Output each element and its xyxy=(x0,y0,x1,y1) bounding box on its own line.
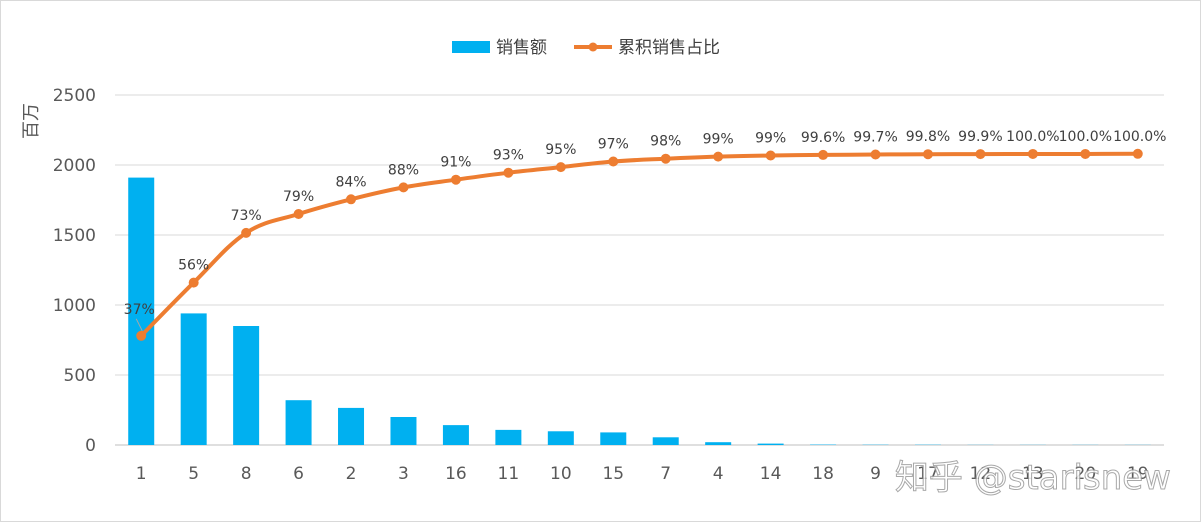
x-tick-label: 8 xyxy=(241,464,252,484)
line-point xyxy=(819,150,828,159)
x-tick-label: 18 xyxy=(812,464,834,484)
x-tick-label: 15 xyxy=(602,464,624,484)
line-point xyxy=(189,278,198,287)
line-series xyxy=(137,149,1143,340)
line-point xyxy=(609,157,618,166)
legend-bar-label: 销售额 xyxy=(496,38,547,58)
bar xyxy=(233,326,259,445)
bar xyxy=(758,444,784,445)
x-tick-label: 5 xyxy=(188,464,199,484)
x-tick-label: 9 xyxy=(870,464,881,484)
bar xyxy=(548,431,574,445)
line-point xyxy=(451,175,460,184)
line-data-label: 100.0% xyxy=(1059,129,1112,145)
line-point xyxy=(242,228,251,237)
legend: 销售额 累积销售占比 xyxy=(452,38,720,58)
x-tick-label: 3 xyxy=(398,464,409,484)
line-data-label: 37% xyxy=(124,302,155,318)
line-point xyxy=(399,183,408,192)
line-data-label: 88% xyxy=(388,162,419,178)
x-tick-label: 2 xyxy=(346,464,357,484)
y-tick-label: 1500 xyxy=(53,226,96,246)
y-tick-label: 1000 xyxy=(53,296,96,316)
line-point xyxy=(871,150,880,159)
gridlines xyxy=(115,95,1164,445)
line-point xyxy=(1028,149,1037,158)
line-data-label: 95% xyxy=(545,142,576,158)
line-point xyxy=(766,151,775,160)
line-data-label: 99% xyxy=(755,130,786,146)
bar xyxy=(495,430,521,445)
line-point xyxy=(923,150,932,159)
y-tick-label: 2000 xyxy=(53,156,96,176)
legend-line-marker xyxy=(589,43,598,52)
bar xyxy=(286,400,312,445)
bar xyxy=(600,432,626,445)
bar xyxy=(390,417,416,445)
x-tick-label: 1 xyxy=(136,464,147,484)
legend-bar-swatch xyxy=(452,41,490,53)
line-data-label: 99.6% xyxy=(801,130,845,146)
x-tick-label: 14 xyxy=(760,464,782,484)
watermark-text: 知乎 @starisnew xyxy=(895,458,1171,498)
line-point xyxy=(661,154,670,163)
x-tick-label: 6 xyxy=(293,464,304,484)
line-point xyxy=(294,210,303,219)
bar xyxy=(181,313,207,445)
line-data-label: 100.0% xyxy=(1113,129,1166,145)
y-axis-ticks: 0 500 1000 1500 2000 2500 xyxy=(53,86,96,456)
line-point xyxy=(556,163,565,172)
line-point xyxy=(1081,149,1090,158)
bar xyxy=(443,425,469,445)
line-point xyxy=(347,195,356,204)
line-point xyxy=(137,331,146,340)
x-tick-label: 11 xyxy=(498,464,520,484)
line-data-label: 79% xyxy=(283,189,314,205)
line-data-label: 97% xyxy=(598,137,629,153)
line-point xyxy=(504,168,513,177)
y-axis-label: 百万 xyxy=(21,103,42,139)
bar xyxy=(653,437,679,445)
line-data-label: 98% xyxy=(650,134,681,150)
line-point xyxy=(976,150,985,159)
x-tick-label: 4 xyxy=(713,464,724,484)
line-data-label: 99% xyxy=(703,132,734,148)
bar xyxy=(338,408,364,445)
line-data-label: 99.8% xyxy=(906,129,950,145)
line-data-label: 91% xyxy=(440,155,471,171)
y-tick-label: 2500 xyxy=(53,86,96,106)
cumulative-line xyxy=(141,154,1138,336)
x-tick-label: 10 xyxy=(550,464,572,484)
x-tick-label: 16 xyxy=(445,464,467,484)
y-tick-label: 0 xyxy=(85,436,96,456)
line-data-label: 93% xyxy=(493,148,524,164)
legend-line-label: 累积销售占比 xyxy=(618,38,720,58)
line-data-label: 73% xyxy=(231,208,262,224)
line-data-label: 84% xyxy=(335,174,366,190)
line-point xyxy=(714,152,723,161)
line-data-label: 100.0% xyxy=(1006,129,1059,145)
x-tick-label: 7 xyxy=(660,464,671,484)
line-data-label: 56% xyxy=(178,258,209,274)
line-point xyxy=(1133,149,1142,158)
y-tick-label: 500 xyxy=(64,366,96,386)
bar xyxy=(705,442,731,445)
line-data-label: 99.9% xyxy=(958,129,1002,145)
line-data-label: 99.7% xyxy=(853,130,897,146)
